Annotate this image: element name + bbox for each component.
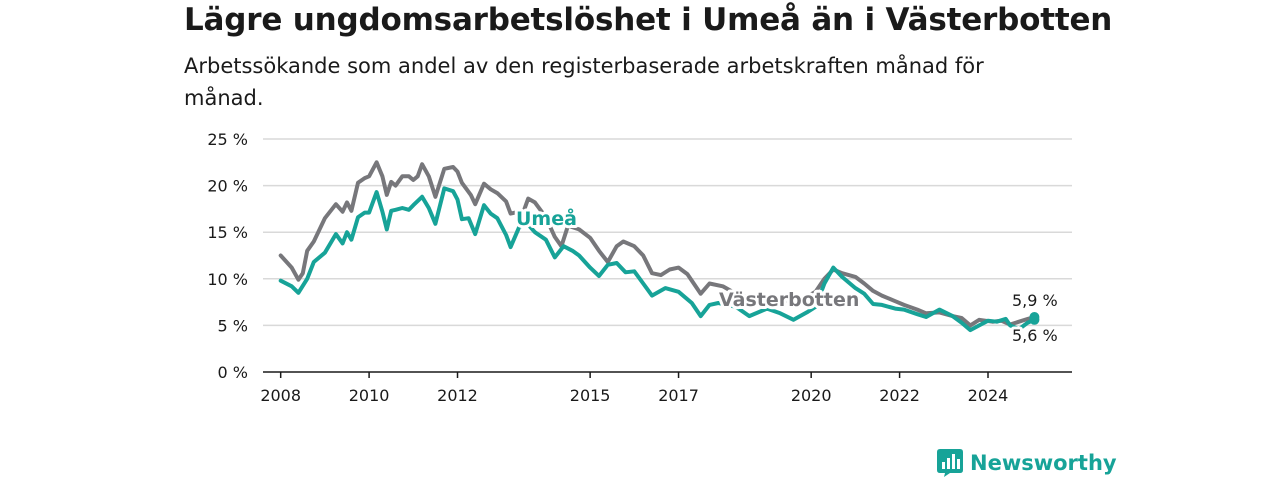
end-label-umea: 5,6 % bbox=[1012, 326, 1058, 345]
end-label-umea-halo: 5,6 % bbox=[1012, 326, 1058, 345]
x-tick-label: 2022 bbox=[879, 386, 920, 405]
grid-lines bbox=[263, 138, 1072, 327]
x-tick-label: 2012 bbox=[437, 386, 478, 405]
series-lines bbox=[278, 160, 1037, 333]
series-line-umea bbox=[278, 186, 1037, 333]
x-tick-label: 2024 bbox=[968, 386, 1009, 405]
series-line-vasterbotten bbox=[278, 160, 1037, 328]
y-tick-label: 20 % bbox=[207, 177, 248, 196]
end-label-vasterbotten: 5,9 % bbox=[1012, 291, 1058, 310]
x-tick-label: 2020 bbox=[791, 386, 832, 405]
x-tick-label: 2015 bbox=[570, 386, 611, 405]
y-tick-label: 5 % bbox=[218, 316, 248, 335]
series-label-vasterbotten: Västerbotten bbox=[719, 289, 859, 311]
y-tick-label: 10 % bbox=[207, 270, 248, 289]
series-label-vasterbotten-halo: Västerbotten bbox=[719, 289, 859, 311]
y-tick-label: 25 % bbox=[207, 130, 248, 149]
y-tick-label: 0 % bbox=[218, 363, 248, 382]
y-tick-label: 15 % bbox=[207, 223, 248, 242]
series-label-umea: Umeå bbox=[516, 206, 577, 230]
x-tick-label: 2010 bbox=[349, 386, 390, 405]
x-axis: 2008 2010 2012 2015 2017 2020 2022 2024 bbox=[260, 371, 1072, 405]
x-tick-label: 2008 bbox=[260, 386, 301, 405]
x-tick-label: 2017 bbox=[658, 386, 699, 405]
chart-subtitle: Arbetssökande som andel av den registerb… bbox=[184, 54, 984, 110]
brand-name: Newsworthy bbox=[970, 451, 1117, 475]
chart-title: Lägre ungdomsarbetslöshet i Umeå än i Vä… bbox=[184, 2, 1113, 38]
series-label-umea-halo: Umeå bbox=[516, 206, 577, 230]
newsworthy-chart-icon bbox=[937, 449, 963, 477]
newsworthy-logo: Newsworthy bbox=[936, 448, 1117, 478]
end-point-umea bbox=[1029, 314, 1040, 325]
end-label-vasterbotten-halo: 5,9 % bbox=[1012, 291, 1058, 310]
y-axis-tick-labels: 0 % 5 % 10 % 15 % 20 % 25 % bbox=[207, 130, 248, 382]
